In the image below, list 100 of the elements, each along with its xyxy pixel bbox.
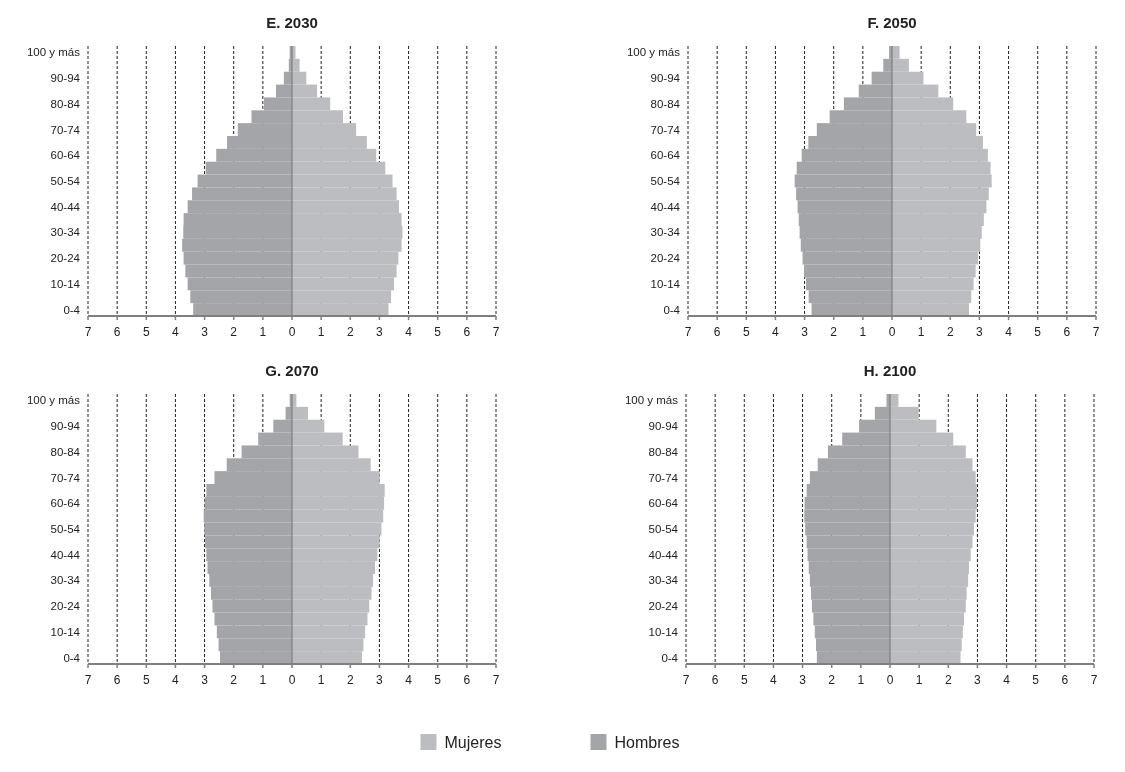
- x-tick-label: 3: [201, 325, 209, 339]
- y-tick-label: 60-64: [648, 497, 679, 510]
- y-tick-label: 10-14: [650, 277, 681, 290]
- y-tick-label: 60-64: [650, 149, 681, 162]
- y-tick-label: 50-54: [650, 175, 681, 188]
- y-tick-label: 20-24: [50, 252, 81, 265]
- y-tick-label: 20-24: [50, 600, 81, 613]
- x-tick-label: 5: [1034, 325, 1042, 339]
- y-tick-label: 100 y más: [26, 46, 81, 59]
- y-tick-label: 30-34: [50, 226, 81, 239]
- y-tick-label: 40-44: [50, 548, 81, 561]
- x-tick-label: 1: [859, 325, 867, 339]
- chart-title: F. 2050: [867, 14, 917, 31]
- y-tick-label: 0-4: [63, 303, 81, 316]
- x-tick-label: 0: [288, 325, 296, 339]
- x-tick-label: 7: [84, 673, 92, 687]
- x-tick-label: 3: [201, 673, 209, 687]
- y-tick-label: 90-94: [648, 420, 679, 433]
- y-tick-label: 50-54: [50, 523, 81, 536]
- y-tick-label: 60-64: [50, 497, 81, 510]
- chart-title: H. 2100: [863, 362, 917, 379]
- y-tick-label: 30-34: [650, 226, 681, 239]
- x-tick-label: 5: [1032, 673, 1040, 687]
- y-tick-label: 100 y más: [626, 46, 681, 59]
- y-tick-label: 60-64: [50, 149, 81, 162]
- x-tick-label: 2: [828, 673, 836, 687]
- y-tick-label: 100 y más: [624, 394, 679, 407]
- x-tick-label: 2: [230, 325, 238, 339]
- y-tick-label: 70-74: [648, 471, 679, 484]
- y-tick-label: 90-94: [650, 72, 681, 85]
- x-tick-label: 5: [742, 325, 750, 339]
- x-tick-label: 3: [801, 325, 809, 339]
- x-tick-label: 6: [711, 673, 719, 687]
- y-tick-label: 40-44: [648, 548, 679, 561]
- y-tick-label: 80-84: [50, 445, 81, 458]
- y-tick-label: 80-84: [650, 97, 681, 110]
- x-tick-label: 4: [405, 673, 413, 687]
- x-tick-label: 4: [405, 325, 413, 339]
- chart-title: G. 2070: [265, 362, 319, 379]
- y-tick-label: 50-54: [648, 523, 679, 536]
- y-tick-label: 40-44: [50, 200, 81, 213]
- x-tick-label: 1: [259, 325, 267, 339]
- x-tick-label: 1: [915, 673, 923, 687]
- x-tick-label: 6: [113, 325, 121, 339]
- y-tick-label: 30-34: [50, 574, 81, 587]
- x-tick-label: 6: [1063, 325, 1071, 339]
- x-tick-label: 3: [974, 673, 982, 687]
- x-tick-label: 3: [376, 673, 384, 687]
- x-tick-label: 6: [113, 673, 121, 687]
- x-tick-label: 2: [346, 673, 354, 687]
- y-tick-label: 50-54: [50, 175, 81, 188]
- x-tick-label: 4: [1003, 673, 1011, 687]
- x-tick-label: 3: [799, 673, 807, 687]
- y-tick-label: 20-24: [650, 252, 681, 265]
- x-tick-label: 7: [84, 325, 92, 339]
- legend-label: Mujeres: [444, 734, 502, 751]
- x-tick-label: 6: [713, 325, 721, 339]
- x-tick-label: 5: [142, 673, 150, 687]
- x-tick-label: 7: [1092, 325, 1100, 339]
- x-tick-label: 7: [684, 325, 692, 339]
- x-tick-label: 7: [682, 673, 690, 687]
- x-tick-label: 6: [463, 673, 471, 687]
- x-tick-label: 1: [259, 673, 267, 687]
- x-tick-label: 5: [142, 325, 150, 339]
- x-tick-label: 4: [770, 673, 778, 687]
- x-tick-label: 5: [434, 673, 442, 687]
- x-tick-label: 2: [946, 325, 954, 339]
- y-tick-label: 10-14: [50, 625, 81, 638]
- y-tick-label: 80-84: [648, 445, 679, 458]
- y-tick-label: 90-94: [50, 72, 81, 85]
- y-tick-label: 0-4: [663, 303, 681, 316]
- y-tick-label: 10-14: [648, 625, 679, 638]
- y-tick-label: 0-4: [63, 651, 81, 664]
- x-tick-label: 4: [772, 325, 780, 339]
- legend-label: Hombres: [614, 734, 680, 751]
- x-tick-label: 1: [317, 325, 325, 339]
- y-tick-label: 100 y más: [26, 394, 81, 407]
- y-tick-label: 20-24: [648, 600, 679, 613]
- x-tick-label: 7: [1090, 673, 1098, 687]
- x-tick-label: 6: [1061, 673, 1069, 687]
- y-tick-label: 40-44: [650, 200, 681, 213]
- y-tick-label: 0-4: [661, 651, 679, 664]
- y-tick-label: 80-84: [50, 97, 81, 110]
- x-tick-label: 5: [740, 673, 748, 687]
- y-tick-label: 90-94: [50, 420, 81, 433]
- x-tick-label: 4: [172, 673, 180, 687]
- x-tick-label: 7: [492, 673, 500, 687]
- x-tick-label: 1: [857, 673, 865, 687]
- y-tick-label: 70-74: [50, 123, 81, 136]
- x-tick-label: 3: [976, 325, 984, 339]
- y-tick-label: 70-74: [650, 123, 681, 136]
- x-tick-label: 1: [917, 325, 925, 339]
- x-tick-label: 5: [434, 325, 442, 339]
- x-tick-label: 7: [492, 325, 500, 339]
- x-tick-label: 4: [1005, 325, 1013, 339]
- x-tick-label: 4: [172, 325, 180, 339]
- x-tick-label: 2: [346, 325, 354, 339]
- x-tick-label: 6: [463, 325, 471, 339]
- chart-title: E. 2030: [266, 14, 318, 31]
- x-tick-label: 3: [376, 325, 384, 339]
